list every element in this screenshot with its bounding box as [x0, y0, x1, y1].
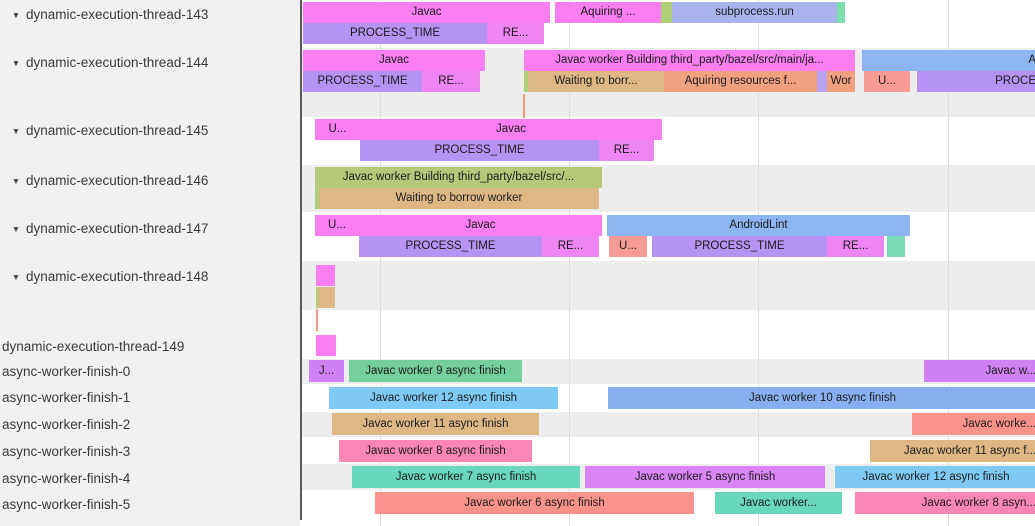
trace-slice[interactable]: Javac w... — [924, 360, 1035, 382]
flow-marker — [316, 309, 318, 331]
trace-slice-sliver[interactable] — [315, 188, 319, 209]
trace-slice[interactable]: J... — [309, 360, 344, 382]
thread-row-label: dynamic-execution-thread-147 — [26, 221, 209, 236]
trace-slice[interactable]: RE... — [599, 140, 654, 161]
expand-triangle-icon[interactable]: ▼ — [11, 224, 21, 234]
sidebar-item-dynamic-execution-thread-147[interactable]: ▼ dynamic-execution-thread-147 — [0, 220, 209, 238]
trace-slice[interactable]: Aquiring ... — [555, 2, 661, 23]
sidebar-item-async-worker-finish-5[interactable]: async-worker-finish-5 — [0, 496, 130, 514]
trace-slice[interactable]: Javac worker 9 async finish — [349, 360, 522, 382]
row-stripe — [302, 261, 1035, 310]
thread-row-label: async-worker-finish-0 — [2, 364, 131, 379]
sidebar-item-dynamic-execution-thread-145[interactable]: ▼ dynamic-execution-thread-145 — [0, 122, 209, 140]
trace-slice[interactable]: Javac worker 10 async finish — [608, 387, 1035, 409]
trace-slice[interactable]: PROCESS_TIME — [359, 236, 542, 257]
trace-slice[interactable]: Javac worker 11 async f... — [870, 440, 1035, 462]
trace-slice-sliver[interactable] — [524, 71, 528, 92]
expand-triangle-icon[interactable]: ▼ — [11, 10, 21, 20]
gridline — [948, 0, 949, 526]
thread-row-label: async-worker-finish-5 — [2, 497, 131, 512]
trace-slice[interactable]: Javac worker 6 async finish — [375, 492, 694, 514]
sidebar-item-dynamic-execution-thread-146[interactable]: ▼ dynamic-execution-thread-146 — [0, 172, 209, 190]
trace-slice-sliver[interactable] — [316, 287, 318, 308]
thread-row-label: dynamic-execution-thread-144 — [26, 55, 209, 70]
thread-row-label: dynamic-execution-thread-146 — [26, 173, 209, 188]
trace-slice-sliver[interactable] — [887, 236, 905, 257]
trace-slice[interactable]: Waiting to borr... — [528, 71, 664, 92]
expand-triangle-icon[interactable]: ▼ — [11, 126, 21, 136]
trace-slice[interactable]: Javac worker Building third_party/bazel/… — [524, 50, 855, 71]
thread-row-label: async-worker-finish-3 — [2, 444, 131, 459]
gridline — [758, 0, 759, 526]
sidebar-item-async-worker-finish-2[interactable]: async-worker-finish-2 — [0, 416, 130, 434]
trace-slice[interactable]: AndroidLint — [607, 215, 910, 236]
trace-slice[interactable]: RE... — [422, 71, 480, 92]
thread-row-label: dynamic-execution-thread-145 — [26, 123, 209, 138]
sidebar-divider — [300, 0, 302, 520]
trace-slice-sliver[interactable] — [817, 71, 827, 92]
trace-slice[interactable]: Javac — [303, 2, 550, 23]
trace-slice[interactable]: Javac worker 7 async finish — [352, 466, 580, 488]
trace-slice[interactable]: Aquiring resources f... — [664, 71, 817, 92]
sidebar-item-dynamic-execution-thread-149[interactable]: dynamic-execution-thread-149 — [0, 338, 184, 356]
trace-slice[interactable]: Javac — [360, 119, 662, 140]
trace-slice[interactable]: Javac worker 8 async finish — [339, 440, 532, 462]
trace-slice[interactable]: PROCESS_TIME — [303, 23, 487, 44]
sidebar-item-async-worker-finish-4[interactable]: async-worker-finish-4 — [0, 470, 130, 488]
trace-slice[interactable]: U... — [864, 71, 910, 92]
trace-slice[interactable]: U... — [315, 119, 360, 140]
trace-slice[interactable]: Javac worker Building third_party/bazel/… — [315, 167, 602, 188]
trace-slice[interactable]: RE... — [827, 236, 884, 257]
trace-slice[interactable]: PROCESS_TIME — [652, 236, 827, 257]
expand-triangle-icon[interactable]: ▼ — [11, 272, 21, 282]
expand-triangle-icon[interactable]: ▼ — [11, 176, 21, 186]
thread-row-label: dynamic-execution-thread-148 — [26, 269, 209, 284]
trace-slice[interactable]: A — [862, 50, 1035, 71]
trace-slice-sliver[interactable] — [318, 287, 335, 308]
thread-row-label: async-worker-finish-2 — [2, 417, 131, 432]
trace-slice[interactable]: PROCE — [917, 71, 1035, 92]
sidebar-item-dynamic-execution-thread-148[interactable]: ▼ dynamic-execution-thread-148 — [0, 268, 209, 286]
sidebar-item-async-worker-finish-3[interactable]: async-worker-finish-3 — [0, 443, 130, 461]
trace-slice[interactable]: RE... — [542, 236, 599, 257]
trace-slice[interactable]: Javac — [303, 50, 485, 71]
trace-slice-sliver[interactable] — [316, 265, 335, 286]
trace-slice[interactable]: Javac worker 8 asyn... — [855, 492, 1035, 514]
trace-slice[interactable]: Javac worker 12 async finish — [329, 387, 558, 409]
gridline — [380, 0, 381, 526]
trace-slice[interactable]: RE... — [487, 23, 544, 44]
thread-row-label: dynamic-execution-thread-143 — [26, 7, 209, 22]
trace-slice[interactable]: Wor — [827, 71, 855, 92]
sidebar-item-dynamic-execution-thread-143[interactable]: ▼ dynamic-execution-thread-143 — [0, 6, 209, 24]
thread-row-label: dynamic-execution-thread-149 — [2, 339, 185, 354]
timeline-track-area: Javac Aquiring ... subprocess.run PROCESS_T… — [302, 0, 1035, 526]
sidebar-item-async-worker-finish-1[interactable]: async-worker-finish-1 — [0, 389, 130, 407]
trace-slice[interactable]: Javac worker 11 async finish — [332, 413, 539, 435]
trace-slice-sliver[interactable] — [316, 335, 336, 356]
gridline — [569, 0, 570, 526]
trace-slice[interactable]: Javac worke... — [912, 413, 1035, 435]
trace-slice[interactable]: PROCESS_TIME — [360, 140, 599, 161]
expand-triangle-icon[interactable]: ▼ — [11, 58, 21, 68]
trace-slice[interactable]: Javac worker... — [715, 492, 842, 514]
trace-slice[interactable]: Javac worker 5 async finish — [585, 466, 825, 488]
sidebar-item-async-worker-finish-0[interactable]: async-worker-finish-0 — [0, 363, 130, 381]
trace-slice[interactable]: Javac worker 12 async finish — [835, 466, 1035, 488]
trace-slice[interactable]: subprocess.run — [672, 2, 837, 23]
trace-slice-sliver[interactable] — [661, 2, 672, 23]
thread-sidebar: ▼ dynamic-execution-thread-143 ▼ dynamic-ex… — [0, 0, 300, 526]
flow-marker — [523, 94, 525, 118]
trace-slice[interactable]: U... — [609, 236, 647, 257]
thread-row-label: async-worker-finish-4 — [2, 471, 131, 486]
sidebar-item-dynamic-execution-thread-144[interactable]: ▼ dynamic-execution-thread-144 — [0, 54, 209, 72]
trace-slice[interactable]: PROCESS_TIME — [303, 71, 422, 92]
trace-slice[interactable]: Javac — [359, 215, 602, 236]
trace-slice-sliver[interactable] — [837, 2, 845, 23]
trace-slice[interactable]: Waiting to borrow worker — [319, 188, 599, 209]
trace-slice[interactable]: U... — [315, 215, 359, 236]
thread-row-label: async-worker-finish-1 — [2, 390, 131, 405]
